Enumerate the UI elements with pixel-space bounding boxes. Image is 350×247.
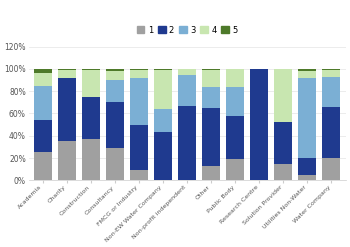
Bar — [130, 70, 148, 78]
Bar — [106, 102, 124, 148]
Bar — [298, 71, 316, 78]
Bar — [178, 69, 196, 76]
Bar — [202, 166, 220, 180]
Bar — [58, 141, 76, 180]
Bar — [154, 70, 172, 109]
Bar — [106, 148, 124, 180]
Bar — [322, 107, 341, 158]
Bar — [130, 170, 148, 180]
Bar — [154, 132, 172, 180]
Bar — [82, 70, 100, 97]
Bar — [34, 73, 52, 85]
Bar — [322, 158, 341, 180]
Bar — [130, 69, 148, 70]
Bar — [130, 78, 148, 124]
Bar — [202, 70, 220, 87]
Bar — [106, 80, 124, 102]
Bar — [34, 120, 52, 152]
Bar — [226, 69, 244, 87]
Bar — [58, 69, 76, 70]
Bar — [106, 71, 124, 80]
Bar — [250, 69, 268, 180]
Bar — [274, 122, 292, 164]
Bar — [34, 152, 52, 180]
Bar — [226, 159, 244, 180]
Bar — [298, 69, 316, 71]
Bar — [202, 69, 220, 70]
Bar — [274, 69, 292, 122]
Bar — [322, 69, 341, 70]
Bar — [82, 69, 100, 70]
Bar — [154, 109, 172, 132]
Bar — [178, 76, 196, 106]
Bar — [130, 124, 148, 170]
Bar — [202, 87, 220, 108]
Bar — [298, 78, 316, 158]
Bar — [226, 116, 244, 159]
Bar — [322, 77, 341, 107]
Bar — [298, 175, 316, 180]
Bar — [298, 158, 316, 175]
Bar — [274, 164, 292, 180]
Bar — [106, 69, 124, 71]
Bar — [34, 85, 52, 120]
Bar — [58, 78, 76, 141]
Bar — [82, 97, 100, 139]
Bar — [154, 69, 172, 70]
Bar — [178, 106, 196, 180]
Bar — [82, 139, 100, 180]
Bar — [202, 108, 220, 166]
Bar — [58, 70, 76, 78]
Legend: 1, 2, 3, 4, 5: 1, 2, 3, 4, 5 — [134, 22, 241, 38]
Bar — [34, 69, 52, 73]
Bar — [226, 87, 244, 116]
Bar — [322, 70, 341, 77]
